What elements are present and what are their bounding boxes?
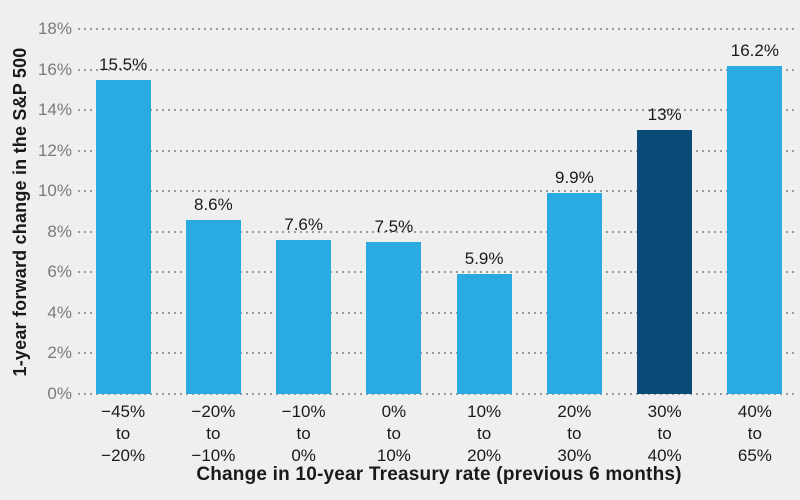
gridline [78,230,797,233]
bar [95,79,151,394]
gridline [78,352,797,355]
bar [276,239,332,394]
gridline [78,68,797,71]
y-axis-tick-label: 6% [47,262,72,282]
x-axis-tick-label: 30% to 40% [647,402,682,465]
x-axis-tick-label: −45% to −20% [101,402,146,465]
gridline [78,393,797,395]
bar-value-label: 7.5% [374,216,414,236]
y-axis-tick-label: 16% [37,59,72,79]
x-axis-tick-label: 0% to 10% [376,402,411,465]
y-axis-tick-label: 0% [47,384,72,403]
bar-value-label: 13% [647,105,682,125]
bar-value-label: 7.6% [284,214,323,234]
gridline [78,271,797,274]
y-axis-tick-label: 18% [37,19,72,38]
bar-value-label: 5.9% [464,249,504,269]
bar [546,193,602,394]
bar [456,274,512,394]
bar [727,65,783,394]
bar-value-label: 8.6% [194,194,233,214]
y-axis-tick-label: 8% [47,221,72,241]
gridline [78,149,797,152]
bar-value-label: 16.2% [730,40,779,60]
gridline [78,190,797,193]
bar-value-label: 15.5% [99,54,148,74]
gridline [78,311,797,314]
gridline [78,109,797,112]
x-axis-tick-label: 10% to 20% [467,402,502,465]
x-axis-tick-label: −20% to −10% [191,402,236,465]
bar-value-label: 9.9% [555,168,594,188]
bar [637,130,693,394]
y-axis-tick-label: 12% [37,140,72,160]
y-axis-tick-label: 14% [37,100,72,120]
x-axis-title: Change in 10-year Treasury rate (previou… [196,464,682,485]
y-axis-title: 1-year forward change in the S&P 500 [10,47,30,377]
bar [185,219,241,394]
x-axis-tick-label: 20% to 30% [557,402,592,465]
y-axis-tick-label: 4% [47,302,72,322]
gridline [78,28,797,30]
x-axis-tick-label: 40% to 65% [737,402,772,465]
x-axis-tick-label: −10% to 0% [281,402,326,465]
bar [366,241,422,394]
y-axis-tick-label: 2% [47,343,72,363]
y-axis-tick-label: 10% [37,181,72,201]
